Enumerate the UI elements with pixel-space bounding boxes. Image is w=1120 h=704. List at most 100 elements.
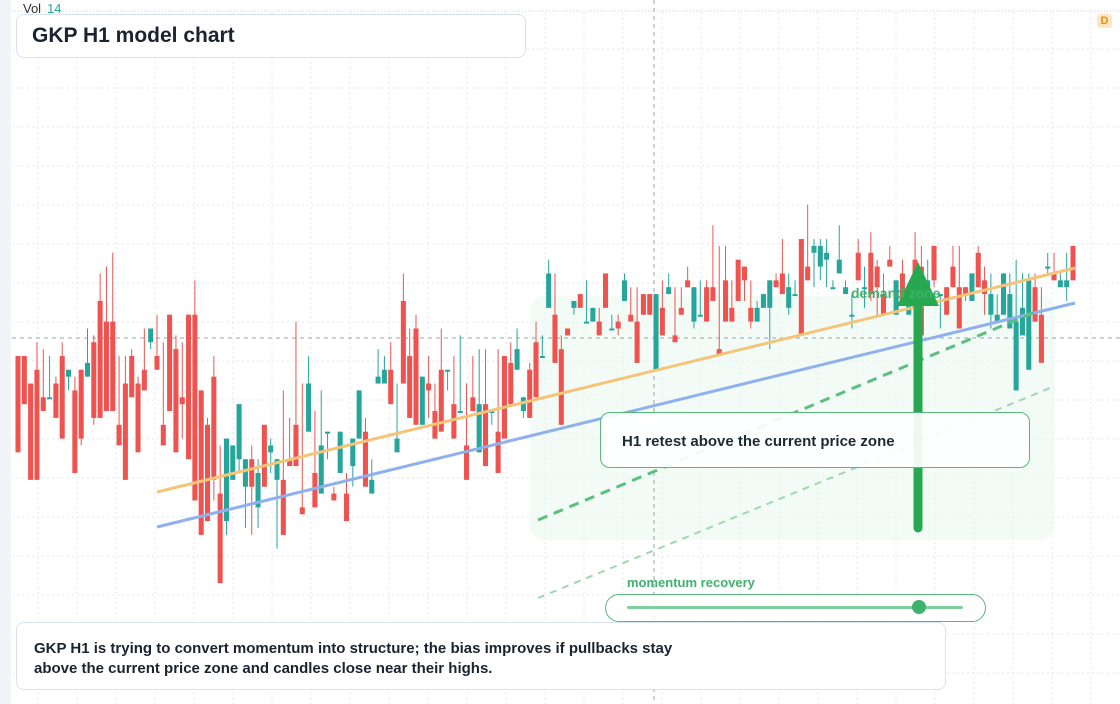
candle-body	[577, 294, 583, 308]
momentum-track	[627, 606, 963, 609]
candle-body	[969, 273, 975, 301]
candle-body	[697, 314, 703, 317]
candle-body	[280, 479, 286, 535]
candle-body	[375, 376, 381, 384]
candle-body	[836, 259, 842, 274]
candle-body	[1045, 266, 1051, 269]
candle-body	[729, 307, 735, 322]
candle-body	[533, 342, 539, 398]
candle-body	[558, 349, 564, 425]
candle-body	[192, 314, 198, 501]
volume-label: Vol 14	[23, 1, 62, 16]
candle-body	[400, 300, 406, 384]
candle-body	[356, 390, 362, 439]
candle-body	[710, 287, 716, 301]
momentum-slider[interactable]	[605, 594, 986, 622]
momentum-knob[interactable]	[912, 600, 927, 614]
candle-body	[621, 280, 627, 301]
candle-body	[944, 287, 950, 315]
candle-body	[122, 383, 128, 480]
candle-body	[236, 404, 242, 460]
retest-callout: H1 retest above the current price zone	[600, 412, 1030, 468]
candle-body	[1038, 314, 1044, 363]
candle-body	[331, 493, 337, 501]
candle-body	[1032, 287, 1038, 322]
bullish-arrow-head	[897, 262, 939, 306]
candle-body	[173, 349, 179, 453]
candle-body	[464, 445, 470, 480]
candle-body	[640, 294, 646, 315]
candle-body	[47, 397, 53, 400]
candle-body	[748, 307, 754, 322]
candle-body	[773, 280, 779, 288]
candle-body	[767, 280, 773, 308]
candle-body	[242, 459, 248, 487]
candle-body	[811, 245, 817, 253]
volume-value: 14	[47, 1, 62, 16]
candle-body	[647, 294, 653, 315]
candle-body	[135, 383, 141, 453]
candle-body	[754, 307, 760, 322]
candle-body	[445, 369, 451, 372]
candle-body	[596, 321, 602, 336]
candle-body	[760, 294, 766, 308]
candle-body	[609, 328, 615, 331]
candle-body	[451, 404, 457, 439]
candle-body	[584, 321, 590, 324]
candle-body	[34, 369, 40, 480]
candle-body	[672, 335, 678, 343]
demand-zone-label: demand zone	[851, 285, 941, 301]
candle-body	[546, 273, 552, 308]
candle-body	[40, 397, 46, 412]
candle-body	[148, 328, 154, 343]
timeframe-badge[interactable]: D	[1097, 14, 1112, 28]
candle-body	[160, 424, 166, 446]
candle-body	[489, 411, 495, 414]
candle-body	[198, 390, 204, 535]
candle-body	[508, 362, 514, 405]
candle-body	[116, 424, 122, 446]
candle-body	[419, 376, 425, 425]
candle-body	[482, 404, 489, 467]
candle-body	[868, 252, 874, 295]
candle-body	[1064, 280, 1070, 288]
candle-body	[230, 445, 236, 480]
candle-body	[217, 493, 223, 584]
candle-body	[306, 383, 312, 432]
candle-body	[287, 459, 293, 467]
candle-body	[716, 349, 722, 356]
candle-body	[495, 431, 501, 473]
candle-body	[325, 431, 331, 434]
candle-body	[167, 314, 173, 412]
candle-body	[520, 397, 526, 412]
candle-body	[1026, 280, 1032, 370]
candle-body	[653, 294, 659, 370]
candle-body	[78, 369, 84, 439]
candle-body	[1051, 273, 1057, 281]
candle-body	[407, 356, 413, 418]
candle-body	[318, 445, 324, 494]
candle-body	[1070, 245, 1076, 281]
candle-body	[457, 411, 463, 414]
candle-body	[615, 321, 621, 329]
candle-body	[862, 287, 868, 290]
candle-body	[628, 314, 634, 322]
candle-body	[1007, 294, 1013, 329]
candle-body	[381, 369, 387, 384]
candle-body	[805, 266, 811, 281]
candle-body	[362, 431, 368, 487]
candle-body	[786, 287, 792, 308]
candle-body	[666, 287, 672, 295]
analysis-note-line1: GKP H1 is trying to convert momentum int…	[34, 640, 673, 657]
candle-body	[899, 273, 905, 301]
candle-body	[299, 507, 305, 515]
candle-body	[394, 438, 400, 453]
candle-body	[59, 356, 65, 439]
candle-body	[994, 314, 1000, 322]
candle-body	[154, 356, 160, 370]
analysis-note: GKP H1 is trying to convert momentum int…	[16, 622, 946, 690]
candle-body	[678, 307, 684, 315]
candle-body	[1057, 280, 1063, 288]
candle-body	[779, 273, 785, 295]
candle-body	[369, 479, 375, 494]
